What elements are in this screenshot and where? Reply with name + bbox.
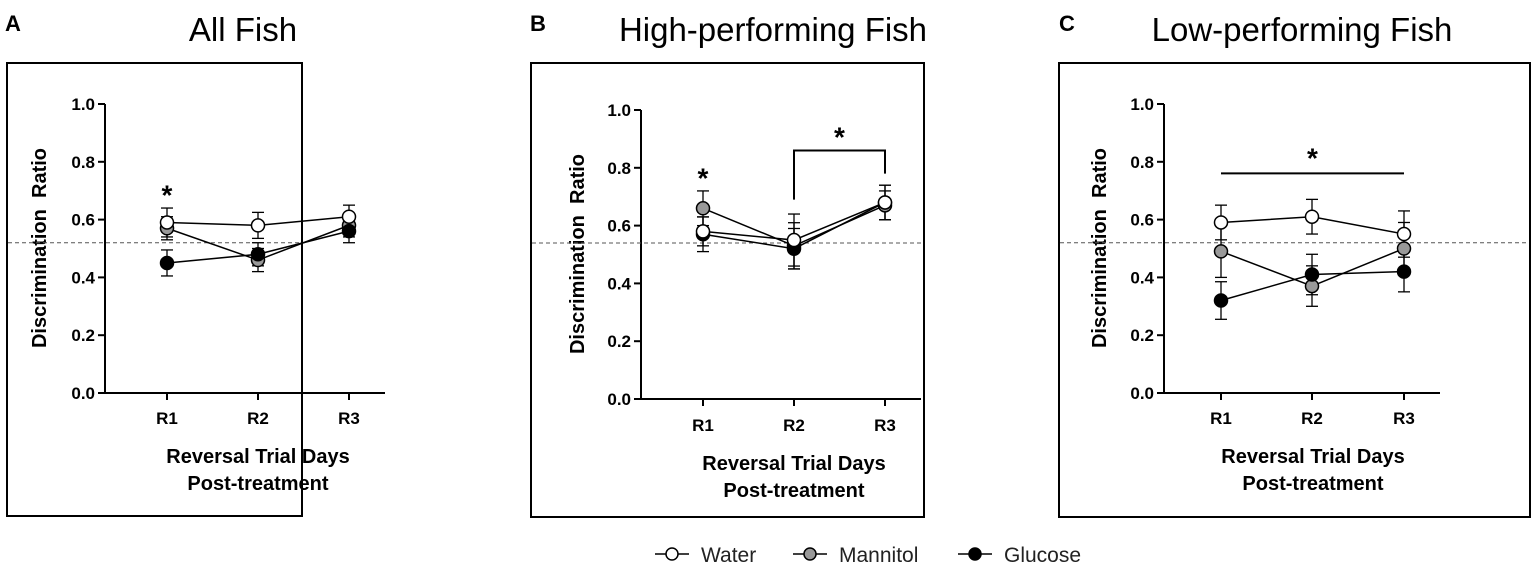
- y-tick-label: 0.6: [71, 211, 95, 230]
- data-points: [159, 209, 357, 271]
- y-tick-label: 0.6: [607, 217, 631, 236]
- legend-label-glucose: Glucose: [1004, 544, 1081, 566]
- data-point-water: [159, 215, 175, 230]
- x-tick-label: R2: [783, 416, 805, 435]
- data-point-glucose: [159, 255, 175, 271]
- x-tick-label: R1: [1210, 409, 1232, 428]
- x-axis-label-line2: Post-treatment: [723, 480, 864, 502]
- legend-marker-glucose: [968, 547, 982, 561]
- data-point-water: [1213, 215, 1229, 230]
- y-tick-label: 0.2: [71, 326, 95, 345]
- panel-letter: B: [530, 11, 546, 36]
- panel-frame: [1058, 62, 1531, 518]
- x-tick-label: R3: [338, 409, 360, 428]
- legend-item-glucose: Glucose: [958, 544, 1081, 567]
- legend-item-water: Water: [655, 544, 756, 567]
- data-point-water: [341, 209, 357, 224]
- data-point-glucose: [1396, 264, 1412, 279]
- y-tick-label: 0.0: [607, 390, 631, 409]
- data-point-water: [250, 218, 266, 233]
- x-tick-label: R3: [1393, 409, 1415, 428]
- panel-b: B High-performing Fish 0.0 0.2 0.4 0.6 0.8 1.0 D…: [530, 11, 927, 518]
- x-axis-label-line2: Post-treatment: [187, 473, 328, 495]
- x-tick-label: R3: [874, 416, 896, 435]
- x-axis-label-line2: Post-treatment: [1242, 473, 1383, 495]
- panel-a: A All Fish 0.0 0.2 0.4 0.6 0.8 1.0 Discriminatio…: [5, 11, 385, 517]
- data-point-water: [877, 195, 893, 210]
- significance-bracket: [793, 149, 886, 200]
- x-axis-label-line1: Reversal Trial Days: [702, 453, 885, 475]
- panel-frame: [530, 62, 925, 518]
- y-tick-label: 0.2: [1130, 326, 1154, 345]
- panel-letter: C: [1059, 11, 1075, 36]
- legend-marker-mannitol: [803, 547, 817, 561]
- legend: Water Mannitol Glucose: [655, 544, 1081, 567]
- bracket-star: *: [834, 121, 845, 152]
- x-axis-label-line1: Reversal Trial Days: [166, 446, 349, 468]
- data-point-mannitol: [1213, 244, 1229, 259]
- data-point-water: [1396, 226, 1412, 242]
- legend-label-water: Water: [701, 544, 756, 566]
- panel-frame: [6, 62, 303, 517]
- y-tick-label: 1.0: [1130, 95, 1154, 114]
- y-axis-label: Discrimination Ratio: [1089, 148, 1111, 348]
- y-tick-label: 1.0: [71, 95, 95, 114]
- y-tick-label: 0.0: [71, 384, 95, 403]
- y-tick-label: 0.2: [607, 332, 631, 351]
- y-tick-label: 0.4: [1130, 268, 1154, 287]
- x-tick-label: R2: [1301, 409, 1323, 428]
- y-tick-label: 0.4: [607, 274, 631, 293]
- x-axis-label-line1: Reversal Trial Days: [1221, 446, 1404, 468]
- data-point-glucose: [1304, 267, 1320, 282]
- data-point-glucose: [1213, 293, 1229, 308]
- panel-letter: A: [5, 11, 21, 36]
- y-tick-label: 0.8: [1130, 153, 1154, 172]
- y-axis-label: Discrimination Ratio: [567, 154, 589, 354]
- data-points: [695, 195, 893, 256]
- data-point-mannitol: [695, 201, 711, 216]
- legend-label-mannitol: Mannitol: [839, 544, 918, 566]
- x-tick-label: R1: [156, 409, 178, 428]
- y-axis-label: Discrimination Ratio: [29, 148, 51, 348]
- data-point-water: [786, 232, 802, 248]
- data-point-water: [1304, 209, 1320, 224]
- significance-star: *: [1307, 142, 1318, 173]
- x-tick-label: R1: [692, 416, 714, 435]
- x-tick-label: R2: [247, 409, 269, 428]
- panel-c: C Low-performing Fish 0.0 0.2 0.4 0.6 0.8 1.0 Di…: [1058, 11, 1531, 518]
- data-point-glucose: [341, 223, 357, 239]
- y-tick-label: 0.0: [1130, 384, 1154, 403]
- significance-star: *: [698, 163, 709, 194]
- data-point-water: [695, 224, 711, 239]
- data-points: [1213, 209, 1412, 308]
- panel-title: All Fish: [189, 11, 297, 48]
- panel-title: High-performing Fish: [619, 11, 927, 48]
- data-point-glucose: [250, 247, 266, 262]
- y-tick-label: 0.8: [607, 159, 631, 178]
- significance-star: *: [162, 180, 173, 211]
- panel-title: Low-performing Fish: [1152, 11, 1453, 48]
- data-point-mannitol: [1396, 241, 1412, 256]
- y-tick-label: 1.0: [607, 101, 631, 120]
- y-tick-label: 0.6: [1130, 211, 1154, 230]
- legend-marker-water: [665, 547, 679, 561]
- y-tick-label: 0.8: [71, 153, 95, 172]
- legend-item-mannitol: Mannitol: [793, 544, 918, 567]
- y-tick-label: 0.4: [71, 268, 95, 287]
